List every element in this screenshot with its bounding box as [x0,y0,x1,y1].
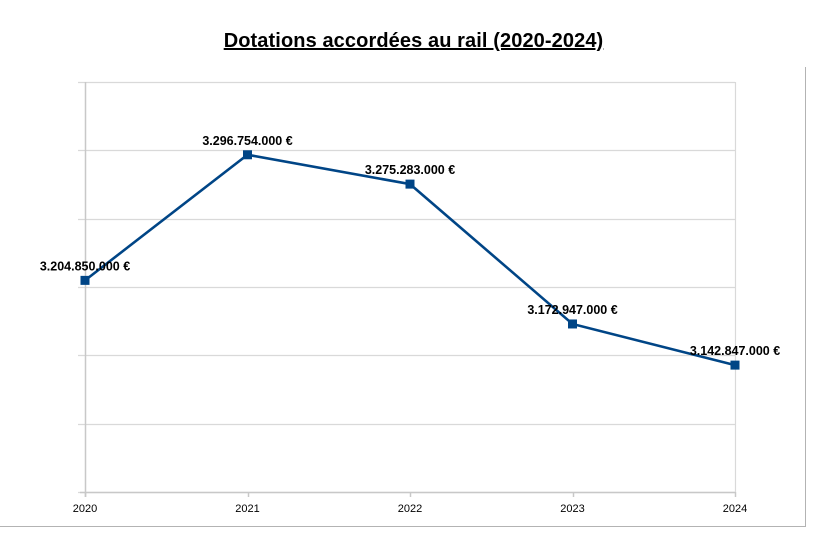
x-tick-label: 2022 [398,503,422,515]
x-tick-label: 2021 [235,503,259,515]
chart-title: Dotations accordées au rail (2020-2024) [223,30,604,52]
axes [80,82,737,497]
data-labels: 3.204.850.000 € 3.296.754.000 € 3.275.283.… [40,134,780,358]
x-tick-label: 2023 [560,503,584,515]
data-point-marker [243,150,252,160]
data-label: 3.142.847.000 € [690,344,780,358]
data-point-marker [730,360,740,370]
data-label: 3.204.850.000 € [40,259,130,273]
data-point-marker [568,319,577,329]
series-layer [80,150,740,370]
chart-frame-right-border [805,67,806,527]
x-tick-label: 2024 [723,503,747,515]
data-point-marker [80,275,90,285]
data-point-marker [405,179,415,189]
chart-frame-bottom-border [0,526,806,527]
x-tick-labels: 2020 2021 2022 2023 2024 [73,503,747,515]
data-label: 3.296.754.000 € [202,134,292,148]
data-label: 3.172.947.000 € [527,303,617,317]
x-tick-label: 2020 [73,503,97,515]
gridlines [78,81,737,494]
data-label: 3.275.283.000 € [365,163,455,177]
